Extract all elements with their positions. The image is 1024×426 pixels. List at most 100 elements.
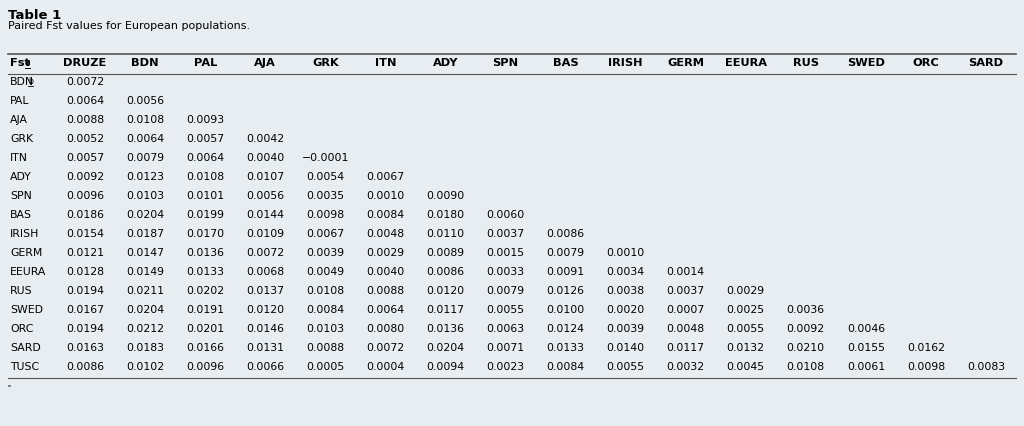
Text: 0.0084: 0.0084 <box>306 304 344 314</box>
Text: 0.0048: 0.0048 <box>667 323 705 333</box>
Text: 0.0194: 0.0194 <box>66 323 104 333</box>
Text: 0.0086: 0.0086 <box>66 361 104 371</box>
Text: 0.0096: 0.0096 <box>66 190 104 201</box>
Text: 0.0101: 0.0101 <box>186 190 224 201</box>
Text: 0.0066: 0.0066 <box>246 361 285 371</box>
Text: 0.0204: 0.0204 <box>426 342 465 352</box>
Text: ADY: ADY <box>10 172 32 181</box>
Text: GRK: GRK <box>10 134 33 144</box>
Text: 0.0079: 0.0079 <box>547 248 585 257</box>
Text: 0.0128: 0.0128 <box>66 266 104 276</box>
Text: 0.0199: 0.0199 <box>186 210 224 219</box>
Text: 0.0072: 0.0072 <box>246 248 285 257</box>
Text: 0.0086: 0.0086 <box>426 266 465 276</box>
Text: 0.0211: 0.0211 <box>126 285 164 295</box>
Text: TUSC: TUSC <box>10 361 39 371</box>
Text: 0.0183: 0.0183 <box>126 342 164 352</box>
Text: 0.0154: 0.0154 <box>66 228 104 239</box>
Text: 0.0061: 0.0061 <box>847 361 885 371</box>
Text: 0.0167: 0.0167 <box>66 304 104 314</box>
Text: 0.0136: 0.0136 <box>186 248 224 257</box>
Text: 0.0045: 0.0045 <box>727 361 765 371</box>
Text: 0.0137: 0.0137 <box>246 285 285 295</box>
Text: 0.0056: 0.0056 <box>126 96 164 106</box>
Text: 0.0080: 0.0080 <box>367 323 404 333</box>
Text: 0.0020: 0.0020 <box>606 304 645 314</box>
Text: PAL: PAL <box>10 96 30 106</box>
Text: SWED: SWED <box>847 58 885 68</box>
Text: 0.0038: 0.0038 <box>606 285 645 295</box>
Text: 0.0126: 0.0126 <box>547 285 585 295</box>
Text: 0.0055: 0.0055 <box>727 323 765 333</box>
Text: 0.0133: 0.0133 <box>547 342 585 352</box>
Text: 0.0048: 0.0048 <box>367 228 404 239</box>
Text: BDN: BDN <box>131 58 159 68</box>
Text: IRISH: IRISH <box>608 58 643 68</box>
Text: 0.0093: 0.0093 <box>186 115 224 125</box>
Text: 0.0029: 0.0029 <box>367 248 404 257</box>
Text: AJA: AJA <box>10 115 28 125</box>
Text: 0.0210: 0.0210 <box>786 342 825 352</box>
Text: 0.0056: 0.0056 <box>246 190 285 201</box>
Text: a: a <box>25 58 31 67</box>
Text: 0.0191: 0.0191 <box>186 304 224 314</box>
Text: 0.0136: 0.0136 <box>426 323 465 333</box>
Text: 0.0147: 0.0147 <box>126 248 164 257</box>
Text: IRISH: IRISH <box>10 228 39 239</box>
Text: 0.0204: 0.0204 <box>126 304 164 314</box>
Text: 0.0067: 0.0067 <box>306 228 344 239</box>
Text: 0.0108: 0.0108 <box>306 285 344 295</box>
Text: 0.0040: 0.0040 <box>246 153 285 163</box>
Text: 0.0052: 0.0052 <box>66 134 104 144</box>
Text: Paired Fst values for European populations.: Paired Fst values for European populatio… <box>8 21 250 31</box>
Text: 0.0084: 0.0084 <box>547 361 585 371</box>
Text: 0.0091: 0.0091 <box>547 266 585 276</box>
Text: −0.0001: −0.0001 <box>302 153 349 163</box>
Text: AJA: AJA <box>254 58 276 68</box>
Text: 0.0107: 0.0107 <box>246 172 285 181</box>
Text: 0.0032: 0.0032 <box>667 361 705 371</box>
Text: SPN: SPN <box>10 190 32 201</box>
Text: 0.0098: 0.0098 <box>306 210 344 219</box>
Text: 0.0037: 0.0037 <box>667 285 705 295</box>
Text: BAS: BAS <box>10 210 32 219</box>
Text: RUS: RUS <box>793 58 819 68</box>
Text: BDN: BDN <box>10 77 34 87</box>
Text: 0.0120: 0.0120 <box>426 285 465 295</box>
Text: EEURA: EEURA <box>725 58 767 68</box>
Text: 0.0094: 0.0094 <box>426 361 465 371</box>
Text: 0.0133: 0.0133 <box>186 266 224 276</box>
Text: 0.0037: 0.0037 <box>486 228 524 239</box>
Text: 0.0067: 0.0067 <box>367 172 404 181</box>
Text: 0.0086: 0.0086 <box>547 228 585 239</box>
Text: 0.0004: 0.0004 <box>367 361 404 371</box>
Text: 0.0187: 0.0187 <box>126 228 164 239</box>
Text: 0.0071: 0.0071 <box>486 342 524 352</box>
Text: 0.0108: 0.0108 <box>786 361 825 371</box>
Text: 0.0060: 0.0060 <box>486 210 524 219</box>
Text: 0.0083: 0.0083 <box>967 361 1005 371</box>
Text: PAL: PAL <box>194 58 217 68</box>
Text: 0.0204: 0.0204 <box>126 210 164 219</box>
Text: 0.0023: 0.0023 <box>486 361 524 371</box>
Text: SARD: SARD <box>10 342 41 352</box>
Text: 0.0117: 0.0117 <box>667 342 705 352</box>
Text: ITN: ITN <box>10 153 28 163</box>
Text: Table 1: Table 1 <box>8 9 61 22</box>
Text: 0.0132: 0.0132 <box>727 342 765 352</box>
Text: BAS: BAS <box>553 58 579 68</box>
Text: 0.0102: 0.0102 <box>126 361 164 371</box>
Text: 0.0064: 0.0064 <box>186 153 224 163</box>
Text: SARD: SARD <box>969 58 1004 68</box>
Text: GERM: GERM <box>10 248 42 257</box>
Text: 0.0092: 0.0092 <box>66 172 104 181</box>
Text: 0.0068: 0.0068 <box>246 266 285 276</box>
Text: 0.0010: 0.0010 <box>367 190 404 201</box>
Text: 0.0149: 0.0149 <box>126 266 164 276</box>
Text: 0.0057: 0.0057 <box>186 134 224 144</box>
Text: 0.0035: 0.0035 <box>306 190 344 201</box>
Text: 0.0163: 0.0163 <box>66 342 104 352</box>
Text: EEURA: EEURA <box>10 266 46 276</box>
Text: 0.0042: 0.0042 <box>246 134 285 144</box>
Text: 0.0110: 0.0110 <box>426 228 465 239</box>
